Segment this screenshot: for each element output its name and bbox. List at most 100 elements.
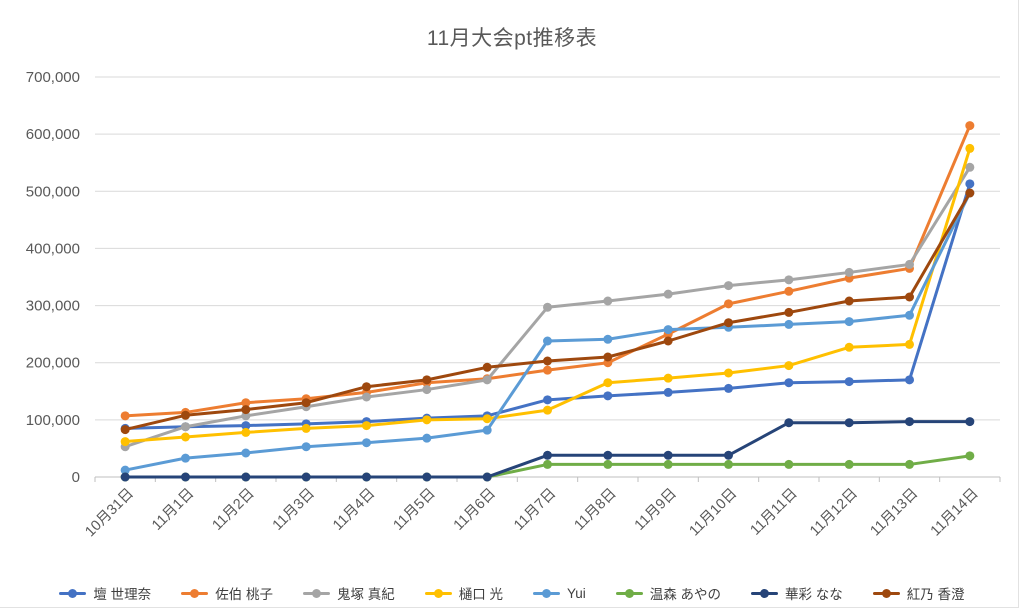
data-point-壇 世理奈 bbox=[241, 421, 251, 431]
data-point-温森 あやの bbox=[543, 459, 552, 469]
data-point-温森 あやの bbox=[663, 459, 673, 469]
x-axis-label: 11月11日 bbox=[748, 486, 801, 539]
data-point-鬼塚 真紀 bbox=[241, 411, 251, 421]
x-axis-label: 11月10日 bbox=[686, 486, 740, 540]
data-point-Yui bbox=[482, 425, 492, 435]
y-axis-tick-label: 400,000 bbox=[26, 240, 80, 257]
data-point-Yui bbox=[120, 465, 130, 475]
data-point-Yui bbox=[603, 334, 613, 344]
x-axis-label: 10月31日 bbox=[82, 486, 137, 541]
x-axis-label: 11月7日 bbox=[511, 486, 559, 534]
data-point-華彩 なな bbox=[482, 472, 492, 482]
data-point-樋口 光 bbox=[482, 414, 492, 424]
legend-item: 佐伯 桃子 bbox=[181, 583, 273, 603]
data-point-佐伯 桃子 bbox=[120, 411, 130, 421]
data-point-Yui bbox=[844, 317, 854, 327]
data-point-鬼塚 真紀 bbox=[784, 275, 794, 285]
legend-item: 華彩 なな bbox=[751, 583, 843, 603]
data-point-鬼塚 真紀 bbox=[965, 162, 975, 172]
data-point-佐伯 桃子 bbox=[241, 398, 251, 408]
data-point-華彩 なな bbox=[301, 472, 311, 482]
data-point-紅乃 香澄 bbox=[362, 382, 371, 392]
legend-label: 紅乃 香澄 bbox=[906, 587, 965, 602]
x-axis-label: 11月9日 bbox=[632, 486, 680, 534]
data-point-温森 あやの bbox=[965, 451, 975, 461]
data-point-紅乃 香澄 bbox=[241, 405, 251, 415]
data-point-壇 世理奈 bbox=[603, 391, 613, 401]
y-axis-tick-label: 600,000 bbox=[26, 126, 80, 143]
data-point-樋口 光 bbox=[181, 432, 190, 442]
data-point-華彩 なな bbox=[784, 418, 794, 428]
y-axis-tick-label: 200,000 bbox=[26, 355, 80, 372]
data-point-壇 世理奈 bbox=[784, 378, 794, 388]
data-point-華彩 なな bbox=[362, 472, 371, 482]
legend-item: 樋口 光 bbox=[424, 583, 503, 603]
data-point-鬼塚 真紀 bbox=[844, 267, 854, 277]
data-point-鬼塚 真紀 bbox=[181, 422, 190, 432]
data-point-Yui bbox=[905, 310, 914, 320]
data-point-華彩 なな bbox=[663, 450, 673, 460]
data-point-紅乃 香澄 bbox=[965, 188, 975, 198]
data-point-温森 あやの bbox=[844, 459, 854, 469]
data-point-壇 世理奈 bbox=[844, 377, 854, 387]
data-point-温森 あやの bbox=[784, 459, 794, 469]
chart-title: 11月大会pt推移表 bbox=[426, 27, 598, 50]
legend-label: 樋口 光 bbox=[458, 587, 503, 602]
data-point-鬼塚 真紀 bbox=[482, 375, 492, 385]
data-point-樋口 光 bbox=[543, 405, 552, 415]
legend-item: 鬼塚 真紀 bbox=[302, 583, 395, 603]
data-point-Yui bbox=[663, 325, 673, 335]
data-point-華彩 なな bbox=[724, 450, 733, 460]
data-point-紅乃 香澄 bbox=[905, 292, 914, 302]
data-point-Yui bbox=[362, 438, 371, 448]
data-point-樋口 光 bbox=[905, 339, 914, 349]
data-point-華彩 なな bbox=[603, 450, 613, 460]
data-point-紅乃 香澄 bbox=[422, 375, 432, 385]
y-axis-tick-label: 500,000 bbox=[26, 183, 80, 200]
data-point-華彩 なな bbox=[120, 472, 130, 482]
legend-label: 華彩 なな bbox=[785, 587, 843, 602]
legend-item: 壇 世理奈 bbox=[59, 583, 151, 603]
data-point-Yui bbox=[422, 433, 432, 443]
x-axis-label: 11月13日 bbox=[867, 486, 921, 540]
data-point-華彩 なな bbox=[965, 417, 975, 427]
data-point-樋口 光 bbox=[301, 423, 311, 433]
data-point-温森 あやの bbox=[724, 459, 733, 469]
data-point-華彩 なな bbox=[422, 472, 432, 482]
chart-border-bottom bbox=[0, 607, 1019, 608]
data-point-華彩 なな bbox=[905, 417, 914, 427]
data-point-紅乃 香澄 bbox=[844, 296, 854, 306]
chart-legend: 壇 世理奈 佐伯 桃子 鬼塚 真紀 樋口 光 Yui 温森 あやの 華彩 なな 紅乃 香澄 bbox=[0, 580, 1024, 606]
data-point-華彩 なな bbox=[844, 418, 854, 428]
data-point-佐伯 桃子 bbox=[724, 299, 733, 309]
x-axis-label: 11月6日 bbox=[451, 486, 499, 534]
data-point-鬼塚 真紀 bbox=[724, 281, 733, 291]
x-axis-label: 11月3日 bbox=[270, 486, 318, 534]
data-point-樋口 光 bbox=[784, 361, 794, 371]
data-point-Yui bbox=[301, 442, 311, 452]
y-axis-tick-label: 700,000 bbox=[26, 69, 80, 86]
legend-item: 紅乃 香澄 bbox=[872, 583, 965, 603]
data-point-鬼塚 真紀 bbox=[603, 296, 613, 306]
data-point-華彩 なな bbox=[241, 472, 251, 482]
data-point-紅乃 香澄 bbox=[724, 318, 733, 328]
data-point-温森 あやの bbox=[905, 459, 914, 469]
legend-label: 佐伯 桃子 bbox=[215, 587, 273, 602]
data-point-華彩 なな bbox=[543, 450, 552, 460]
x-axis-label: 11月5日 bbox=[390, 486, 438, 534]
y-axis-tick-label: 100,000 bbox=[26, 412, 80, 429]
legend-label: 鬼塚 真紀 bbox=[336, 587, 395, 602]
x-axis-label: 11月14日 bbox=[928, 486, 982, 540]
legend-label: 壇 世理奈 bbox=[93, 587, 152, 602]
data-point-樋口 光 bbox=[120, 437, 130, 447]
x-axis-label: 11月4日 bbox=[330, 486, 378, 534]
x-axis-label: 11月2日 bbox=[209, 486, 257, 534]
data-point-佐伯 桃子 bbox=[784, 286, 794, 296]
data-point-Yui bbox=[181, 453, 190, 463]
x-axis-label: 11月12日 bbox=[807, 486, 861, 540]
data-point-鬼塚 真紀 bbox=[362, 392, 371, 402]
data-point-佐伯 桃子 bbox=[543, 365, 552, 375]
legend-marker-icon bbox=[751, 588, 779, 598]
